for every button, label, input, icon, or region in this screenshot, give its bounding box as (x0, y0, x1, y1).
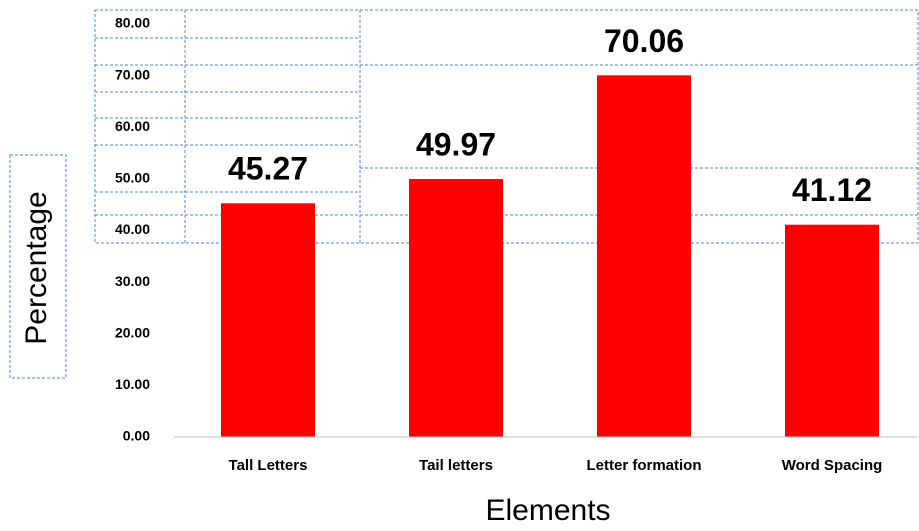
bar (785, 224, 879, 437)
y-tick-label: 10.00 (115, 376, 150, 392)
bar (597, 75, 691, 437)
value-label: 41.12 (792, 172, 872, 208)
y-tick-label: 60.00 (115, 118, 150, 134)
x-tick-label: Tall Letters (229, 457, 308, 474)
y-tick-label: 50.00 (115, 170, 150, 186)
y-tick-label: 80.00 (115, 15, 150, 31)
y-tick-label: 70.00 (115, 66, 150, 82)
y-tick-label: 20.00 (115, 324, 150, 340)
x-tick-label: Letter formation (586, 457, 701, 474)
x-tick-label: Tail letters (419, 457, 493, 474)
x-axis-label: Elements (485, 494, 610, 527)
bar (409, 179, 503, 437)
x-tick-label: Word Spacing (782, 457, 883, 474)
bar (221, 203, 315, 437)
dashed-overlay (9, 9, 919, 379)
value-label: 70.06 (604, 23, 684, 59)
y-axis-label: Percentage (20, 191, 53, 344)
y-tick-label: 30.00 (115, 273, 150, 289)
value-label: 45.27 (228, 151, 308, 187)
y-tick-label: 0.00 (123, 428, 150, 444)
y-tick-label: 40.00 (115, 221, 150, 237)
value-label: 49.97 (416, 126, 496, 162)
